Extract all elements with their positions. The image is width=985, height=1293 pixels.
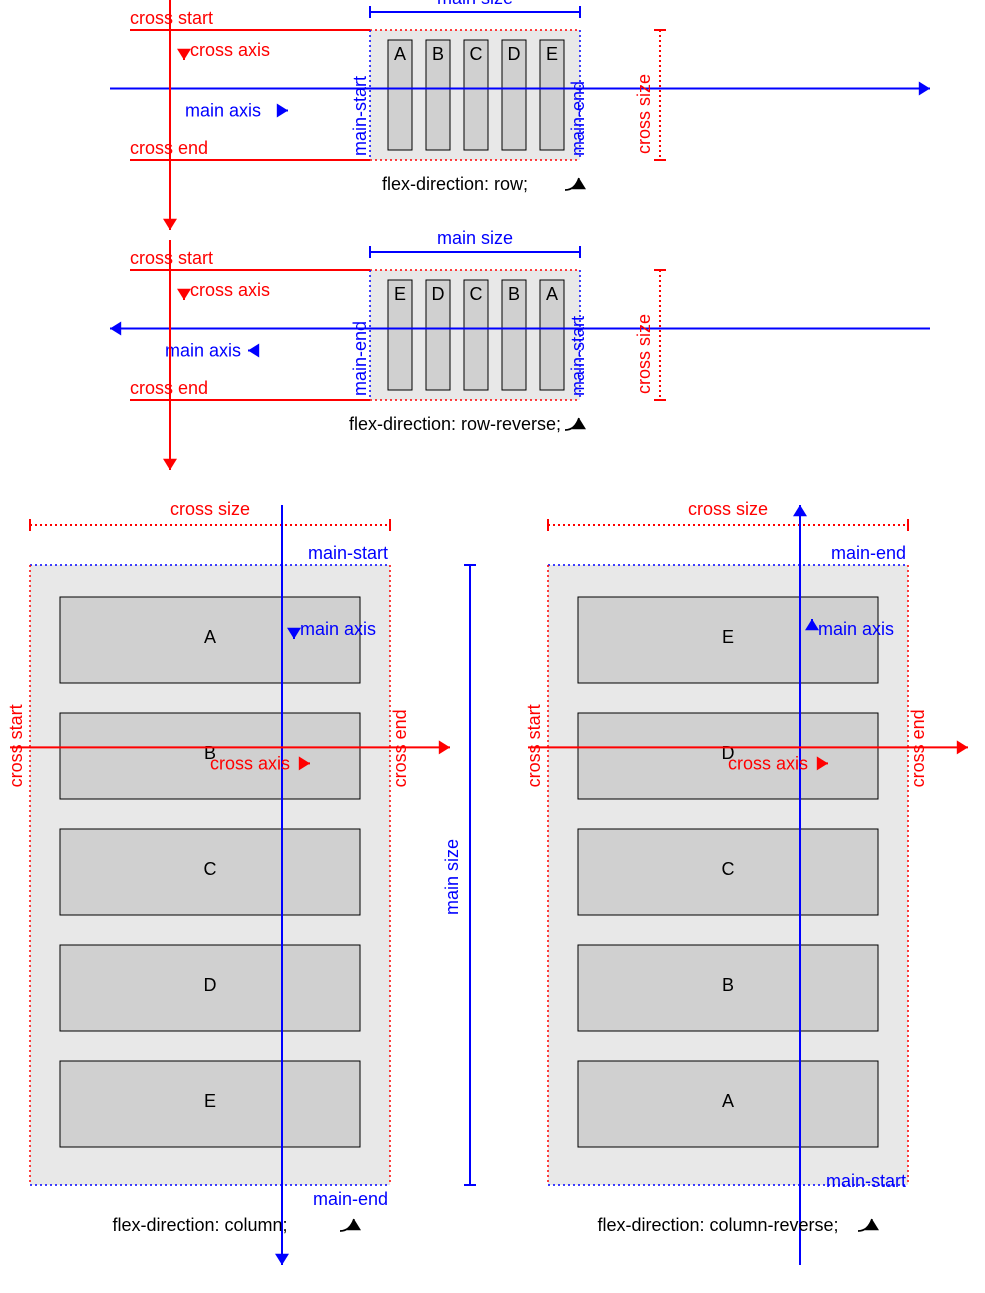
caption: flex-direction: column;: [112, 1215, 287, 1235]
cross-size-label: cross size: [634, 314, 654, 394]
arrowhead: [572, 178, 586, 189]
main-start-label: main-start: [826, 1171, 906, 1191]
caption: flex-direction: row-reverse;: [349, 414, 561, 434]
main-size-label: main size: [442, 839, 462, 915]
cross-size-label: cross size: [688, 499, 768, 519]
flex-item-label: E: [546, 44, 558, 64]
panel-row_reverse: main sizeEDCBAmain-startmain-endmain axi…: [110, 228, 930, 470]
flex-item-label: E: [394, 284, 406, 304]
flex-item-label: E: [722, 627, 734, 647]
cross-axis-label: cross axis: [190, 280, 270, 300]
cross-end-label: cross end: [908, 709, 928, 787]
arrowhead: [919, 82, 930, 96]
flex-item-label: C: [204, 859, 217, 879]
flex-item-label: C: [470, 44, 483, 64]
flex-item-label: D: [432, 284, 445, 304]
arrowhead: [957, 740, 968, 754]
flex-item-label: B: [432, 44, 444, 64]
main-start-label: main-start: [308, 543, 388, 563]
cross-axis-label: cross axis: [728, 753, 808, 773]
main-axis-label: main axis: [185, 101, 261, 121]
arrowhead: [177, 49, 191, 60]
flex-item-label: B: [722, 975, 734, 995]
flex-item-label: A: [204, 627, 216, 647]
main-axis-label: main axis: [300, 619, 376, 639]
main-size-label: main size: [437, 0, 513, 8]
cross-axis-label: cross axis: [190, 40, 270, 60]
flex-item-label: C: [722, 859, 735, 879]
cross-size-label: cross size: [170, 499, 250, 519]
arrowhead: [163, 459, 177, 470]
flex-item-label: D: [508, 44, 521, 64]
main-axis-label: main axis: [818, 619, 894, 639]
cross-axis-label: cross axis: [210, 753, 290, 773]
flex-item-label: A: [722, 1091, 734, 1111]
panel-row: main sizeABCDEmain-startmain-endmain axi…: [110, 0, 930, 230]
caption: flex-direction: column-reverse;: [597, 1215, 838, 1235]
flex-item-label: C: [470, 284, 483, 304]
main-end-label: main-end: [568, 81, 588, 156]
panel-column_reverse: cross sizeEDCBAmain-startmain-endmain ax…: [524, 499, 968, 1265]
arrowhead: [248, 344, 259, 358]
cross-start-label: cross start: [524, 704, 544, 787]
panel-column: cross sizeABCDEmain-startmain-endmain ax…: [6, 499, 476, 1265]
main-end-label: main-end: [313, 1189, 388, 1209]
cross-end-label: cross end: [390, 709, 410, 787]
main-size-label: main size: [437, 228, 513, 248]
cross-end-label: cross end: [130, 138, 208, 158]
arrowhead: [110, 322, 121, 336]
flex-item-label: B: [508, 284, 520, 304]
arrowhead: [347, 1219, 361, 1230]
arrowhead: [572, 418, 586, 429]
arrowhead: [163, 219, 177, 230]
flex-item-label: A: [394, 44, 406, 64]
flex-item-label: D: [204, 975, 217, 995]
flex-item-label: E: [204, 1091, 216, 1111]
arrowhead: [439, 740, 450, 754]
main-end-label: main-end: [831, 543, 906, 563]
cross-start-label: cross start: [6, 704, 26, 787]
cross-start-label: cross start: [130, 8, 213, 28]
arrowhead: [277, 104, 288, 118]
arrowhead: [177, 289, 191, 300]
arrowhead: [275, 1254, 289, 1265]
main-end-label: main-end: [350, 321, 370, 396]
arrowhead: [793, 505, 807, 516]
caption: flex-direction: row;: [382, 174, 528, 194]
cross-start-label: cross start: [130, 248, 213, 268]
flex-item-label: A: [546, 284, 558, 304]
cross-size-label: cross size: [634, 74, 654, 154]
main-axis-label: main axis: [165, 341, 241, 361]
arrowhead: [865, 1219, 879, 1230]
cross-end-label: cross end: [130, 378, 208, 398]
